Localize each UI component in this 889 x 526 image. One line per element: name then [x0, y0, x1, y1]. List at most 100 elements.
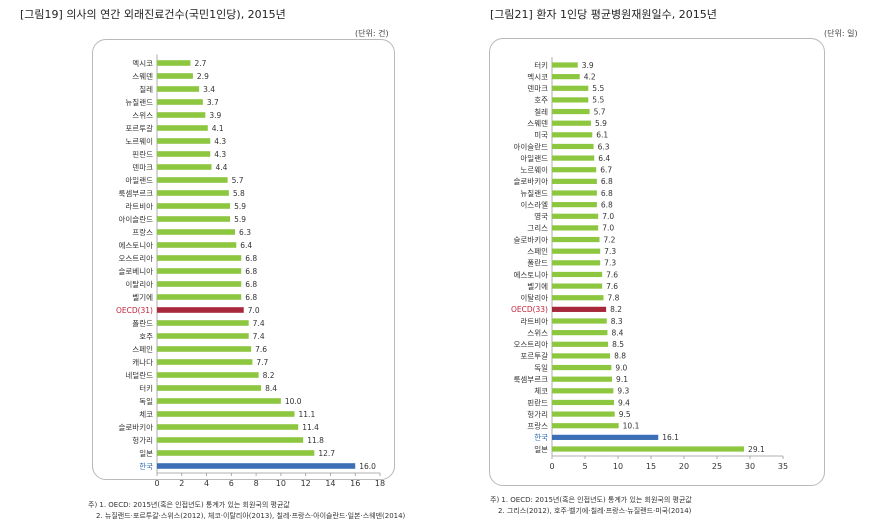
value-label: 8.2	[610, 305, 622, 314]
value-label: 6.3	[239, 228, 251, 237]
bar-그리스	[552, 225, 599, 231]
category-label: 에스토니아	[514, 269, 549, 279]
value-label: 7.8	[607, 294, 619, 303]
value-label: 8.4	[611, 328, 623, 337]
value-label: 2.9	[197, 72, 209, 81]
chart-2-panel	[489, 38, 825, 486]
value-label: 9.3	[617, 387, 629, 396]
value-label: 8.2	[263, 371, 275, 380]
bar-스웨덴	[157, 73, 193, 79]
bar-터키	[552, 62, 578, 68]
x-tick-label: 35	[778, 462, 788, 471]
value-label: 4.1	[212, 124, 224, 133]
bar-포르투갈	[552, 353, 611, 359]
x-tick-label: 8	[254, 479, 259, 488]
chart-2-note-2: 2. 그리스(2012), 호주·벨기에·칠레·프랑스·뉴질랜드·미국(2014…	[498, 507, 692, 515]
category-label: 터키	[139, 384, 153, 393]
category-label: 영국	[534, 211, 548, 221]
bar-이탈리아	[552, 295, 604, 301]
value-label: 10.0	[285, 397, 302, 406]
category-label: 칠레	[534, 107, 548, 116]
value-label: 8.8	[614, 352, 626, 361]
value-label: 4.2	[584, 72, 596, 81]
x-tick-label: 20	[679, 462, 689, 471]
category-label: 룩셈부르크	[119, 189, 154, 198]
bar-룩셈부르크	[552, 376, 613, 382]
category-label: 프랑스	[132, 228, 153, 237]
value-label: 6.8	[601, 177, 613, 186]
value-label: 7.2	[604, 235, 616, 244]
category-label: 뉴질랜드	[125, 97, 153, 107]
value-label: 29.1	[748, 445, 765, 454]
x-tick-label: 2	[179, 479, 184, 488]
value-label: 11.4	[302, 423, 319, 432]
bar-오스트리아	[157, 255, 242, 261]
chart-1-note-2: 2. 뉴질랜드·포르투갈·스위스(2012), 체코·이탈리아(2013), 칠…	[96, 512, 406, 520]
value-label: 4.4	[216, 163, 228, 172]
category-label: 이탈리아	[125, 279, 153, 289]
category-label: 아이슬란드	[119, 214, 154, 224]
bar-핀란드	[157, 151, 211, 157]
value-label: 2.7	[194, 59, 206, 68]
category-label: 헝가리	[132, 436, 153, 445]
bar-칠레	[157, 86, 200, 92]
chart-2-title: [그림21] 환자 1인당 평균병원재원일수, 2015년	[490, 8, 717, 21]
value-label: 12.7	[318, 449, 335, 458]
value-label: 3.9	[582, 61, 594, 70]
bar-덴마크	[552, 85, 589, 91]
bar-프랑스	[552, 423, 619, 429]
x-tick-label: 25	[712, 462, 722, 471]
category-label: 네덜란드	[125, 370, 153, 380]
value-label: 7.4	[253, 332, 265, 341]
category-label: 일본	[534, 445, 548, 454]
bar-폴란드	[552, 260, 601, 266]
x-tick-label: 14	[325, 479, 335, 488]
chart-2-unit: (단위: 일)	[824, 29, 858, 38]
value-label: 6.4	[240, 241, 252, 250]
bar-프랑스	[157, 229, 236, 235]
category-label: 슬로바키아	[514, 176, 549, 186]
bar-벨기에	[552, 283, 603, 289]
value-label: 6.8	[601, 200, 613, 209]
bar-스위스	[157, 112, 206, 118]
bar-아일랜드	[552, 155, 595, 161]
bar-체코	[157, 411, 295, 417]
category-label: 캐나다	[132, 358, 153, 367]
value-label: 16.0	[359, 462, 376, 471]
chart-1-panel	[92, 39, 395, 480]
bar-일본	[157, 450, 315, 456]
category-label: 오스트리아	[514, 339, 549, 349]
category-label: 일본	[139, 449, 153, 458]
bar-호주	[157, 333, 249, 339]
category-label: 라트비아	[520, 316, 548, 326]
bar-이스라엘	[552, 202, 597, 208]
category-label: 스페인	[527, 246, 548, 256]
x-tick-label: 16	[350, 479, 360, 488]
value-label: 4.3	[214, 137, 226, 146]
bar-아일랜드	[157, 177, 228, 183]
category-label: 노르웨이	[520, 165, 548, 175]
bar-노르웨이	[552, 167, 597, 173]
bar-미국	[552, 132, 593, 138]
category-label: 덴마크	[132, 163, 153, 172]
x-tick-label: 10	[276, 479, 286, 488]
value-label: 3.7	[207, 98, 219, 107]
value-label: 9.1	[616, 375, 628, 384]
category-label: 아일랜드	[125, 175, 153, 185]
bar-에스토니아	[552, 271, 603, 278]
category-label: 호주	[534, 96, 548, 105]
value-label: 4.3	[214, 150, 226, 159]
category-label: 그리스	[527, 224, 548, 233]
category-label: 스웨덴	[132, 72, 153, 81]
category-label: 라트비아	[125, 201, 153, 211]
bar-호주	[552, 97, 589, 103]
value-label: 7.0	[602, 212, 614, 221]
category-label: 독일	[534, 363, 548, 372]
value-label: 6.3	[598, 142, 610, 151]
value-label: 6.8	[245, 254, 257, 263]
category-label: 핀란드	[527, 397, 548, 407]
bar-오스트리아	[552, 341, 609, 347]
value-label: 7.3	[604, 259, 616, 268]
value-label: 5.9	[234, 202, 246, 211]
bar-스페인	[157, 346, 252, 352]
